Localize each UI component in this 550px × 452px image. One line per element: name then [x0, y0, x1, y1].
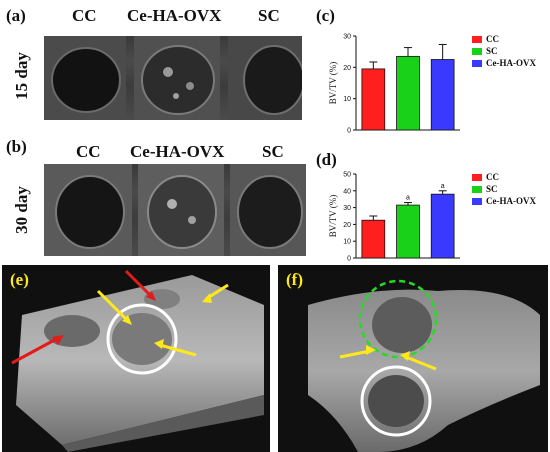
yellow-arrowhead-f-right [400, 351, 410, 361]
yellow-arrowhead-f-left [366, 345, 376, 355]
bar-ce-ha-ovx [430, 193, 455, 259]
y-tick-label: 0 [347, 256, 351, 263]
legend-swatch-cc [472, 174, 482, 181]
bar-sc [396, 204, 420, 259]
legend-label: SC [486, 184, 498, 194]
bone-block-e-side [62, 395, 264, 452]
panel-b-label-cc: CC [76, 142, 101, 161]
ct-15-sc-defect [243, 45, 305, 115]
legend-label: Ce-HA-OVX [486, 196, 536, 206]
yellow-arrowhead-e-right [202, 293, 212, 303]
yellow-arrow-f-left [339, 349, 371, 359]
panel-a-label-cc: CC [72, 6, 97, 25]
defect-e-center [112, 313, 172, 365]
y-tick-label: 30 [343, 205, 351, 212]
y-axis-label: BV/TV (%) [328, 195, 338, 238]
legend-swatch-cc [472, 36, 482, 43]
y-tick-label: 50 [343, 172, 351, 179]
defect-f-bottom [368, 375, 424, 427]
ct-15-material-spot [186, 82, 194, 90]
ct-images-15-day [44, 36, 305, 120]
yellow-arrow-f-right [405, 355, 437, 371]
ct-30-material-spot [167, 199, 177, 209]
panel-c-letter: (c) [316, 6, 335, 25]
red-arrowhead-e-left [52, 335, 64, 345]
bar-sc [396, 55, 420, 131]
bar-cc [361, 68, 386, 131]
panel-e-letter: (e) [10, 270, 29, 289]
y-tick-label: 40 [343, 188, 351, 195]
y-tick-label: 10 [343, 96, 351, 103]
legend-label: SC [486, 46, 498, 56]
legend-label: CC [486, 34, 499, 44]
legend-label: Ce-HA-OVX [486, 58, 536, 68]
ct-images-30-day [44, 164, 306, 256]
ct-30-material-spot [188, 216, 196, 224]
panel-f-letter: (f) [286, 270, 303, 289]
panel-a-letter: (a) [6, 6, 26, 25]
bar-cc [361, 219, 386, 259]
y-tick-label: 20 [343, 65, 351, 72]
ct-30-sc-defect [237, 175, 303, 249]
ct-30-cehaovx-defect [147, 175, 217, 249]
y-tick-label: 20 [343, 222, 351, 229]
significance-label: a [406, 195, 410, 202]
defect-f-top [372, 297, 432, 353]
green-dashed-circle-marker-f [358, 279, 438, 359]
panel-b-letter: (b) [6, 137, 27, 156]
ct-30-cc-defect [55, 175, 125, 249]
legend-swatch-sc [472, 48, 482, 55]
panel-a-label-cehaovx: Ce-HA-OVX [127, 6, 222, 25]
ct-15-cehaovx-defect [141, 45, 215, 115]
ct-strip-15-day [44, 36, 305, 120]
bone-block-f [308, 289, 540, 452]
bar-chart-c: 0 10 20 30 BV/TV (%) CC SC Ce-HA-OVX [328, 34, 536, 135]
red-arrow-e-top [124, 269, 154, 299]
red-arrow-e-left [11, 335, 61, 365]
y-tick-label: 0 [347, 128, 351, 135]
render-3d-e-svg [11, 269, 264, 452]
panel-a-label-sc: SC [258, 6, 280, 25]
ct-strip-30-day [44, 164, 306, 256]
red-arrowhead-e-top [146, 291, 156, 301]
ct-15-material-spot [163, 67, 173, 77]
legend-swatch-ce-ha-ovx [472, 60, 482, 67]
panel-d-letter: (d) [316, 150, 337, 169]
y-tick-label: 30 [343, 34, 351, 41]
ct-15-material-spot [173, 93, 179, 99]
panel-b-label-sc: SC [262, 142, 284, 161]
bar-ce-ha-ovx [430, 59, 455, 131]
yellow-arrow-e-top [96, 289, 130, 323]
significance-label: a [441, 183, 445, 190]
y-tick-label: 10 [343, 239, 351, 246]
ct-15-cc-defect [51, 47, 121, 113]
yellow-arrowhead-e-bottom [154, 339, 164, 349]
render-3d-f-svg [308, 279, 540, 452]
legend-label: CC [486, 172, 499, 182]
render-3d-f [278, 265, 548, 452]
y-axis-label: BV/TV (%) [328, 62, 338, 105]
bar-chart-d: 0 10 20 30 40 50 BV/TV (%) a a CC SC Ce-HA-OVX [328, 172, 536, 263]
legend-swatch-sc [472, 186, 482, 193]
panel-a-day-label: 15 day [12, 52, 31, 100]
yellow-arrow-e-bottom [159, 343, 197, 357]
panel-b-label-cehaovx: Ce-HA-OVX [130, 142, 225, 161]
panel-b-day-label: 30 day [12, 186, 31, 234]
legend-swatch-ce-ha-ovx [472, 198, 482, 205]
render-3d-e [2, 265, 270, 452]
white-circle-marker-f [360, 365, 432, 437]
white-circle-marker-e [106, 303, 178, 375]
yellow-arrowhead-e-top [122, 315, 132, 325]
